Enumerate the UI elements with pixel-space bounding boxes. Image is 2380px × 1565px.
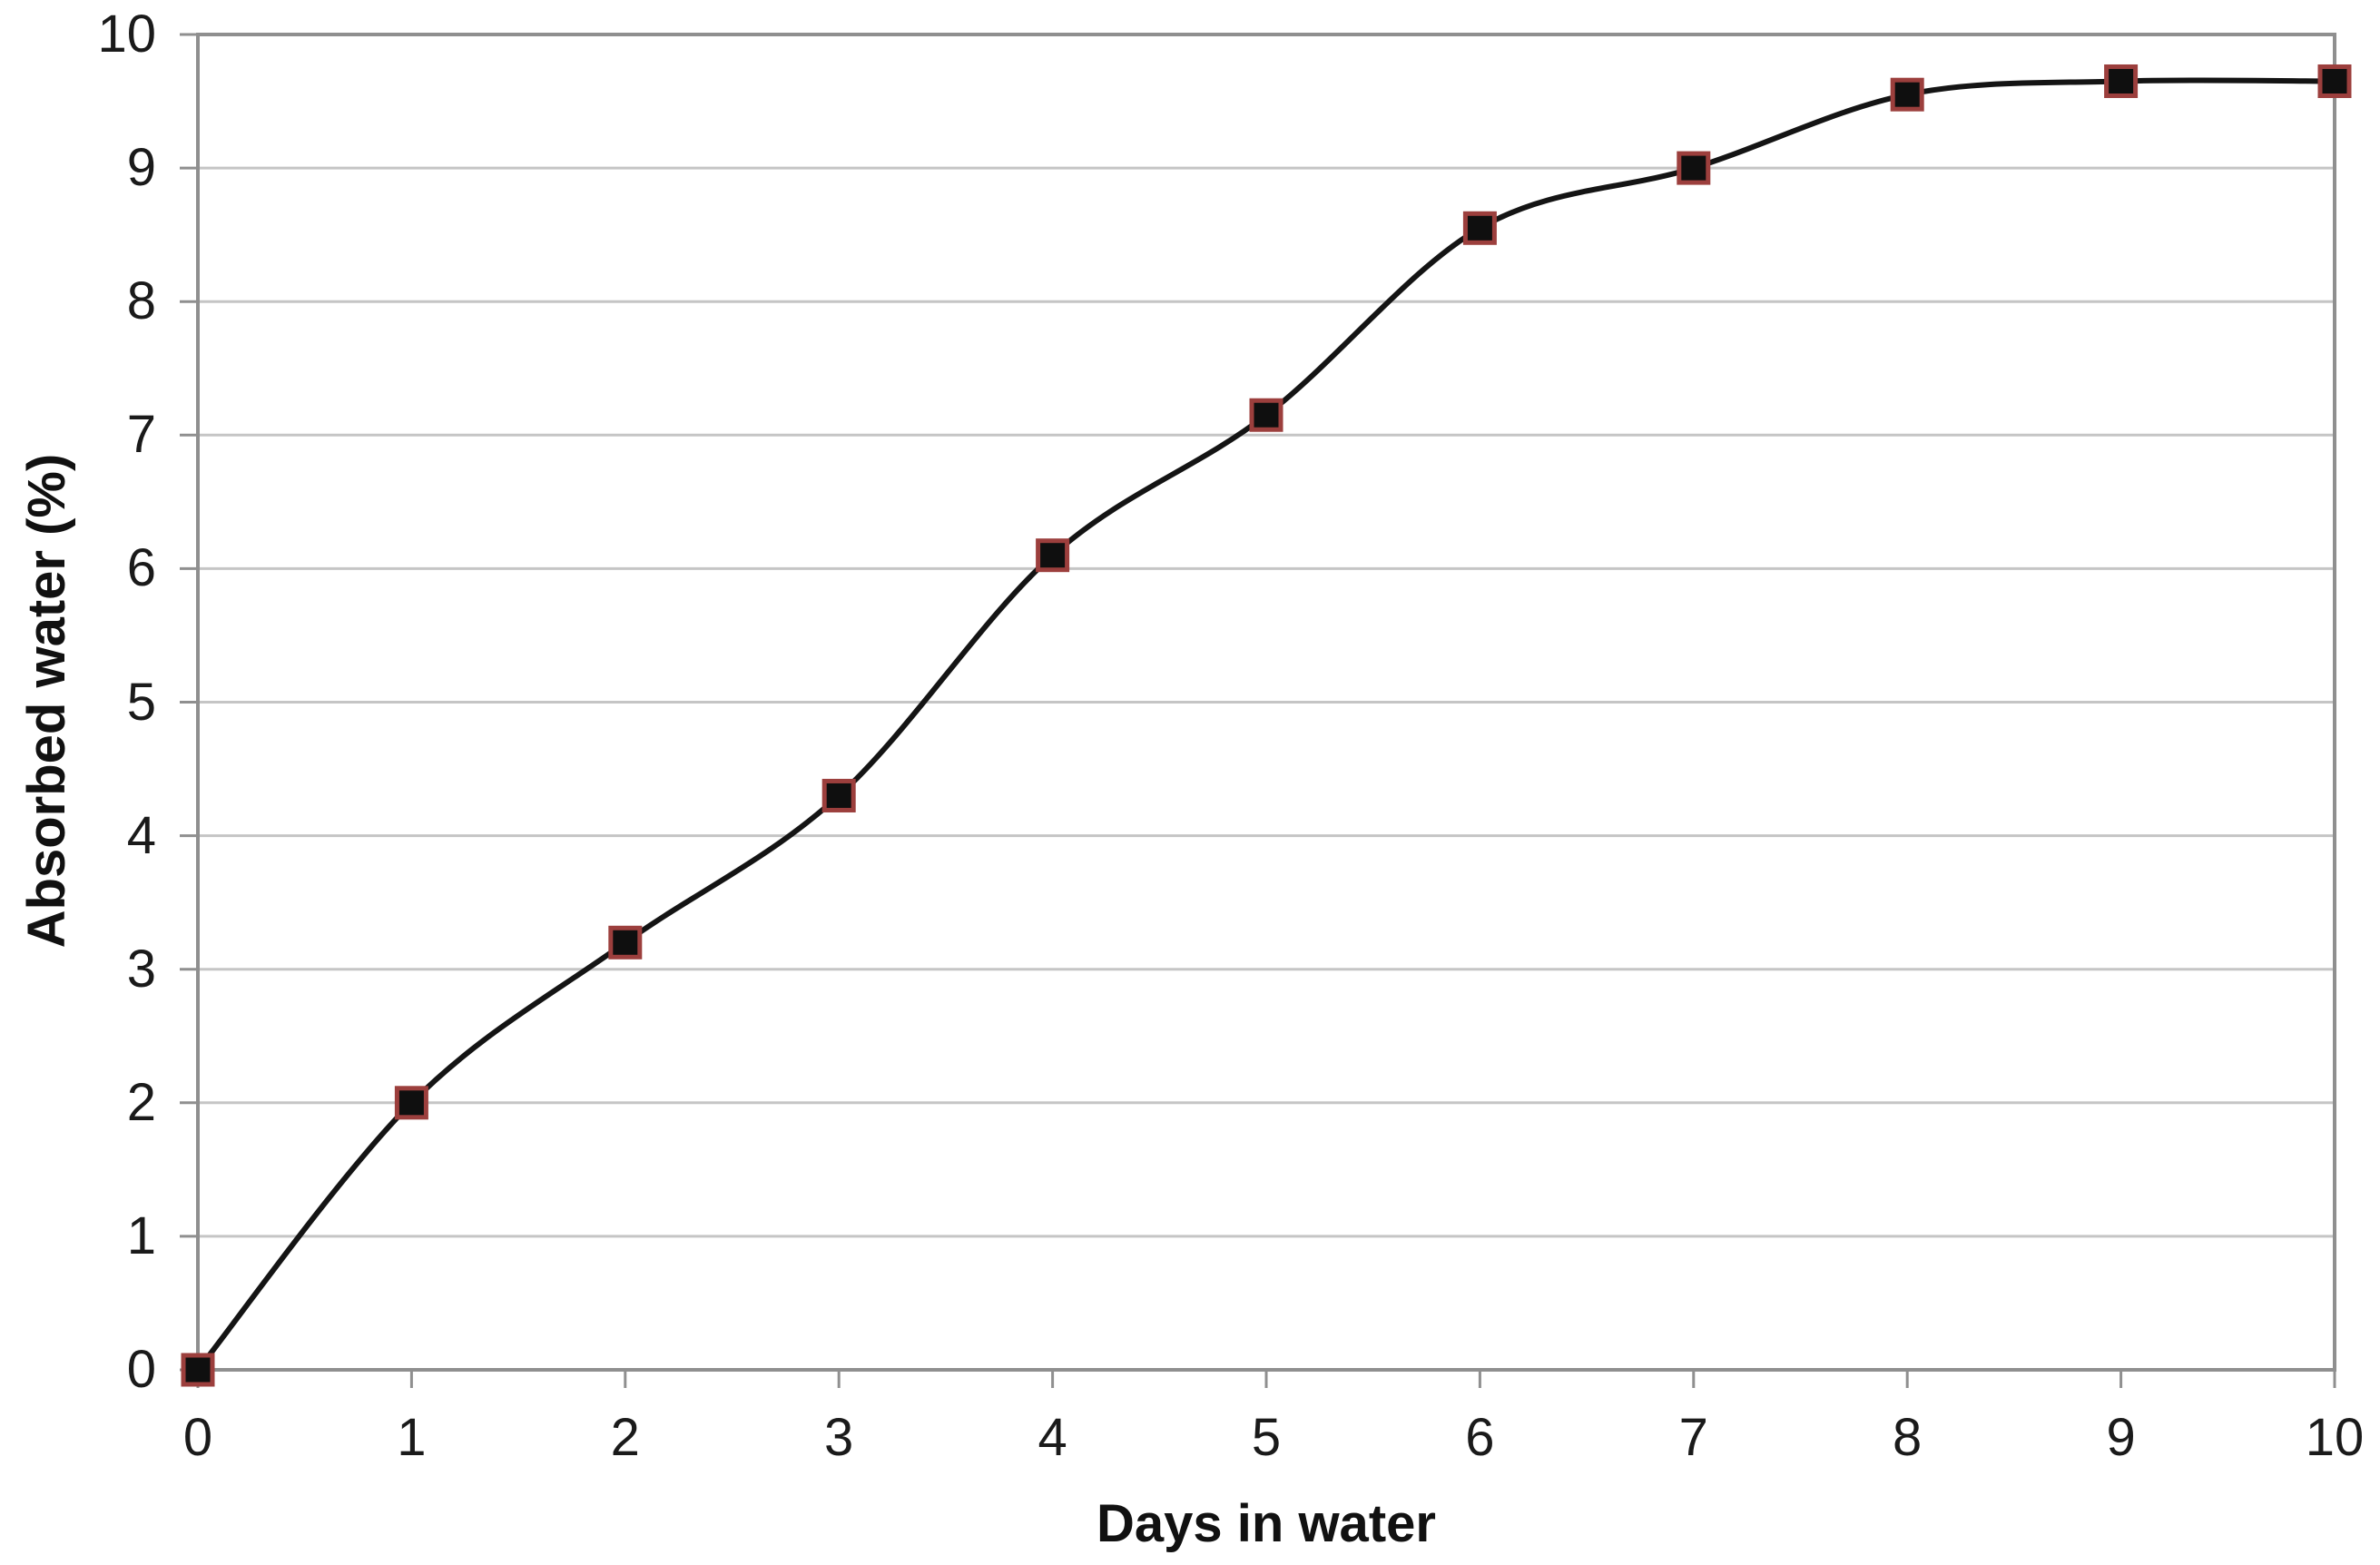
data-point-day-1: [394, 1086, 428, 1120]
y-axis-tick-label-9: 9: [126, 138, 156, 198]
x-axis-tick-label-9: 9: [2106, 1408, 2136, 1467]
x-axis-tick-label-3: 3: [824, 1408, 854, 1467]
data-point-day-5: [1249, 398, 1283, 432]
x-axis-tick-label-4: 4: [1038, 1408, 1067, 1467]
y-axis-tick-label-4: 4: [126, 805, 156, 865]
x-axis-title: Days in water: [1097, 1494, 1436, 1553]
y-axis-title: Absorbed water (%): [17, 453, 76, 949]
data-point-day-4: [1036, 538, 1070, 573]
x-axis-tick-label-2: 2: [610, 1408, 640, 1467]
y-axis-tick-label-2: 2: [126, 1072, 156, 1132]
x-axis-tick-label-5: 5: [1251, 1408, 1282, 1467]
data-point-day-7: [1677, 151, 1711, 185]
y-axis-tick-label-5: 5: [126, 672, 156, 732]
x-axis-tick-label-10: 10: [2305, 1408, 2365, 1467]
data-point-day-3: [821, 778, 856, 812]
data-point-day-8: [1890, 77, 1924, 112]
y-axis-tick-label-6: 6: [126, 538, 156, 598]
x-axis-tick-label-8: 8: [1893, 1408, 1923, 1467]
y-axis-tick-label-7: 7: [126, 405, 156, 465]
x-axis-tick-label-7: 7: [1678, 1408, 1708, 1467]
x-axis-tick-label-6: 6: [1465, 1408, 1495, 1467]
data-point-day-10: [2317, 64, 2352, 98]
data-point-day-2: [608, 925, 643, 960]
data-point-day-6: [1462, 211, 1497, 245]
y-axis-tick-label-10: 10: [97, 5, 156, 64]
series-line: [195, 77, 2337, 1373]
y-axis-tick-label-0: 0: [126, 1340, 156, 1399]
x-axis-tick-label-1: 1: [397, 1408, 427, 1467]
y-axis-tick-label-8: 8: [126, 271, 156, 331]
x-axis-tick-label-0: 0: [182, 1408, 213, 1467]
data-point-day-9: [2104, 64, 2139, 98]
data-point-day-0: [181, 1353, 215, 1387]
y-axis-tick-label-3: 3: [126, 939, 156, 999]
y-axis-tick-label-1: 1: [126, 1206, 156, 1265]
